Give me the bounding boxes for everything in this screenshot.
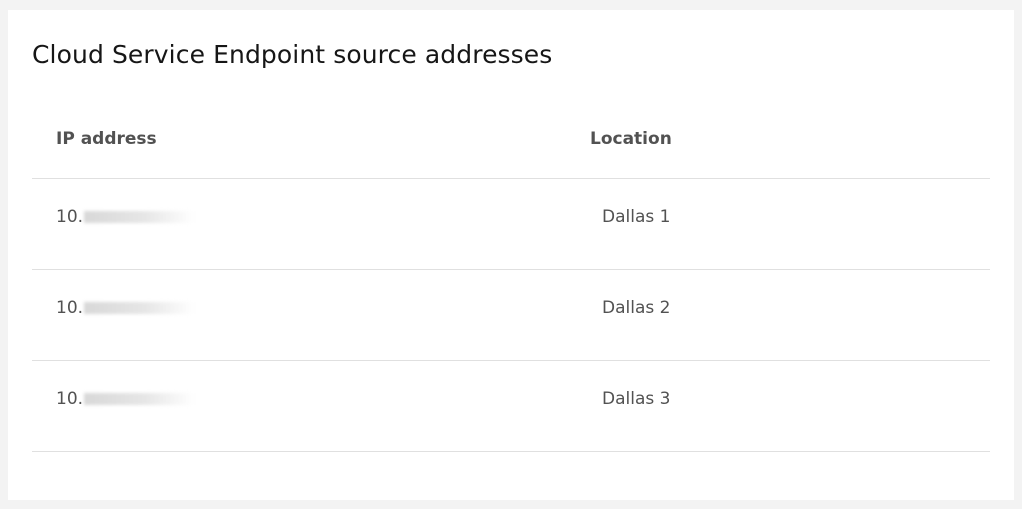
card-title: Cloud Service Endpoint source addresses bbox=[32, 40, 553, 69]
location-cell: Dallas 3 bbox=[602, 389, 671, 409]
column-header-location: Location bbox=[590, 129, 672, 149]
redacted-blur bbox=[84, 393, 195, 405]
ip-text: 10. bbox=[56, 207, 84, 227]
endpoint-card: Cloud Service Endpoint source addresses … bbox=[8, 10, 1014, 500]
ip-cell: 10. bbox=[56, 207, 195, 227]
ip-cell: 10. bbox=[56, 389, 195, 409]
addresses-table: IP address Location 10. Dallas 1 10. Dal… bbox=[32, 116, 990, 452]
redacted-blur bbox=[84, 302, 195, 314]
ip-text: 10. bbox=[56, 298, 84, 318]
table-row: 10. Dallas 1 bbox=[32, 179, 990, 270]
table-header: IP address Location bbox=[32, 116, 990, 179]
table-row: 10. Dallas 3 bbox=[32, 361, 990, 452]
ip-text: 10. bbox=[56, 389, 84, 409]
redacted-blur bbox=[84, 211, 195, 223]
column-header-ip: IP address bbox=[56, 129, 157, 149]
location-cell: Dallas 1 bbox=[602, 207, 671, 227]
ip-cell: 10. bbox=[56, 298, 195, 318]
location-cell: Dallas 2 bbox=[602, 298, 671, 318]
table-row: 10. Dallas 2 bbox=[32, 270, 990, 361]
